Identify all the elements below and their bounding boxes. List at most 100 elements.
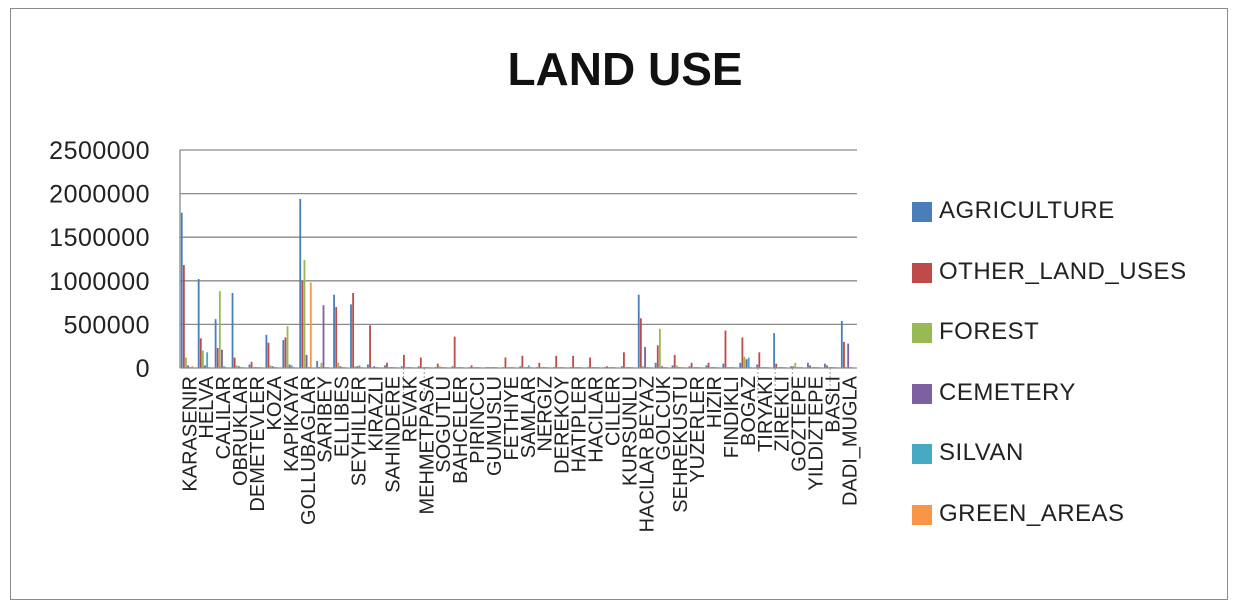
bar bbox=[606, 366, 608, 368]
gridlines bbox=[180, 149, 857, 326]
bar bbox=[504, 357, 507, 368]
bar bbox=[199, 338, 202, 368]
x-tick-label: NERGIZ bbox=[535, 376, 557, 452]
bar bbox=[250, 361, 253, 368]
x-tick-label: SEHREKUSTU bbox=[670, 376, 692, 513]
bar bbox=[373, 366, 376, 368]
bar bbox=[521, 355, 524, 368]
bar bbox=[282, 340, 285, 368]
bar bbox=[383, 365, 386, 368]
bar bbox=[339, 366, 342, 368]
bar bbox=[775, 363, 778, 368]
bar bbox=[809, 365, 812, 368]
bar bbox=[309, 282, 312, 368]
x-tick-label: MEHMETPASA bbox=[416, 375, 438, 514]
bar bbox=[722, 363, 725, 368]
bar bbox=[644, 347, 646, 368]
bar bbox=[187, 365, 190, 368]
x-tick-label: HIZIR bbox=[704, 376, 726, 428]
x-tick-label: KAPIKAYA bbox=[281, 375, 303, 472]
bar bbox=[231, 293, 234, 368]
bar bbox=[639, 318, 642, 368]
bar bbox=[402, 354, 405, 368]
bar bbox=[843, 341, 845, 368]
bar bbox=[741, 337, 744, 368]
bar bbox=[214, 319, 217, 368]
bar bbox=[350, 304, 352, 368]
bar bbox=[180, 212, 183, 368]
x-tick-label: SOGUTLU bbox=[433, 376, 455, 473]
legend-label-forest: FOREST bbox=[939, 318, 1040, 345]
legend-swatch-other-land-uses bbox=[912, 262, 932, 283]
bar bbox=[299, 198, 302, 368]
bar bbox=[335, 306, 338, 368]
bar bbox=[470, 365, 473, 368]
bar bbox=[656, 345, 659, 368]
bar bbox=[756, 364, 759, 368]
bar bbox=[284, 337, 287, 368]
legend-item-green-areas: GREEN_AREAS bbox=[912, 495, 1222, 556]
legend-label-other-land-uses: OTHER_LAND_USES bbox=[939, 257, 1187, 285]
y-tick-label: 500000 bbox=[64, 311, 150, 339]
bar bbox=[826, 365, 828, 368]
bar bbox=[451, 366, 454, 368]
bar bbox=[620, 366, 623, 368]
bar bbox=[688, 366, 691, 368]
bar bbox=[320, 362, 323, 368]
y-tick-label: 2500000 bbox=[49, 137, 150, 165]
bar bbox=[204, 365, 206, 368]
x-tick-label: BASLI bbox=[822, 376, 844, 433]
bar bbox=[400, 366, 403, 368]
bar bbox=[572, 355, 575, 368]
bar bbox=[265, 334, 268, 368]
x-tick-label: BAHCELER bbox=[450, 376, 472, 484]
bar bbox=[840, 320, 843, 368]
bar bbox=[747, 357, 750, 368]
bar bbox=[267, 342, 270, 368]
x-tick-label: DEMETEVLER bbox=[247, 376, 269, 512]
x-tick-label: KURSUNLU bbox=[619, 376, 641, 486]
bar bbox=[223, 366, 225, 368]
legend-item-other-land-uses: OTHER_LAND_USES bbox=[912, 253, 1222, 314]
x-tick-label: KIRAZLI bbox=[365, 376, 387, 452]
x-tick-label: YUZERLER bbox=[687, 376, 709, 483]
bar bbox=[438, 366, 441, 368]
bar bbox=[673, 354, 676, 368]
bar bbox=[453, 336, 456, 368]
bar bbox=[823, 363, 826, 368]
bar bbox=[237, 366, 240, 368]
x-tick-label: KARASENIR bbox=[179, 376, 201, 492]
x-tick-label: ZIREKLI bbox=[772, 376, 794, 452]
x-axis-category-labels: KARASENIRHELVACALILAROBRUKLARDEMETEVLERK… bbox=[179, 375, 861, 532]
x-tick-label: DADI_MUGLA bbox=[839, 375, 861, 506]
bar bbox=[221, 349, 223, 368]
y-tick-label: 2000000 bbox=[49, 181, 150, 209]
bar bbox=[269, 365, 272, 368]
x-tick-label: CILLER bbox=[602, 376, 624, 446]
legend-item-silvan: SILVAN bbox=[912, 434, 1222, 495]
x-tick-label: FINDIKLI bbox=[721, 376, 743, 458]
bar bbox=[286, 326, 289, 368]
bar bbox=[316, 361, 319, 368]
bar bbox=[369, 325, 371, 368]
bar bbox=[658, 328, 661, 368]
chart-title: LAND USE bbox=[507, 43, 743, 95]
bar bbox=[303, 259, 306, 368]
x-tick-label: HACILAR BEYAZ bbox=[636, 376, 658, 532]
bar bbox=[322, 305, 325, 368]
bar bbox=[654, 362, 657, 368]
bar bbox=[519, 366, 522, 368]
chart-legend: AGRICULTURE OTHER_LAND_USES FOREST CEMET… bbox=[912, 192, 1222, 555]
x-tick-label: SEYHILLER bbox=[349, 376, 371, 486]
legend-item-agriculture: AGRICULTURE bbox=[912, 192, 1222, 253]
bar bbox=[352, 293, 355, 368]
bar bbox=[288, 364, 291, 368]
x-tick-label: SAHINDERE bbox=[382, 376, 404, 493]
bar bbox=[191, 366, 194, 368]
bar bbox=[589, 357, 591, 368]
bar bbox=[333, 294, 335, 368]
bar bbox=[807, 362, 809, 368]
x-tick-label: HACILAR bbox=[586, 376, 608, 463]
x-tick-label: OBRUKLAR bbox=[230, 376, 252, 486]
